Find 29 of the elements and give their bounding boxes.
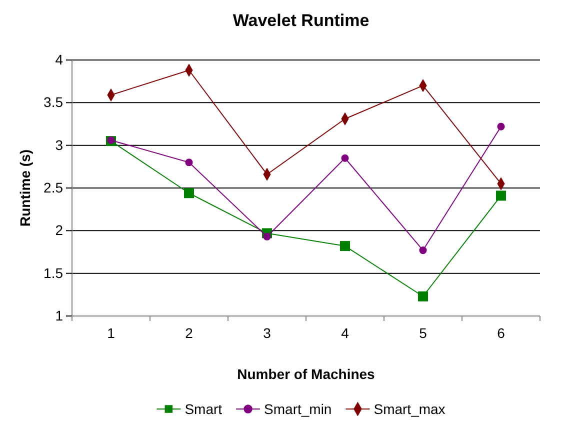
legend-label: Smart (184, 401, 222, 417)
legend-label: Smart_min (264, 401, 332, 417)
point (185, 158, 193, 166)
legend-label: Smart_max (374, 401, 446, 417)
point (419, 246, 427, 254)
x-tick-label: 2 (185, 324, 194, 341)
point (341, 154, 349, 162)
x-tick-label: 6 (497, 324, 506, 341)
x-axis-title: Number of Machines (237, 366, 376, 382)
y-tick-label: 4 (55, 51, 64, 68)
point (184, 188, 194, 198)
x-tick-label: 3 (263, 324, 272, 341)
x-tick-label: 5 (419, 324, 428, 341)
y-tick-label: 2.5 (44, 179, 64, 196)
y-tick-label: 2 (55, 222, 64, 238)
point (497, 122, 505, 130)
y-tick-label: 3.5 (44, 94, 64, 110)
y-tick-label: 1 (55, 307, 64, 324)
point (340, 241, 350, 252)
point (263, 232, 271, 240)
point (496, 190, 506, 201)
x-tick-label: 4 (341, 324, 350, 341)
y-tick-label: 1.5 (44, 264, 64, 281)
y-tick-label: 3 (55, 136, 64, 153)
point (418, 291, 428, 302)
y-axis-title: Runtime (s) (17, 150, 33, 226)
x-tick-label: 1 (107, 324, 116, 341)
chart-title: Wavelet Runtime (232, 11, 370, 30)
point (107, 136, 115, 144)
